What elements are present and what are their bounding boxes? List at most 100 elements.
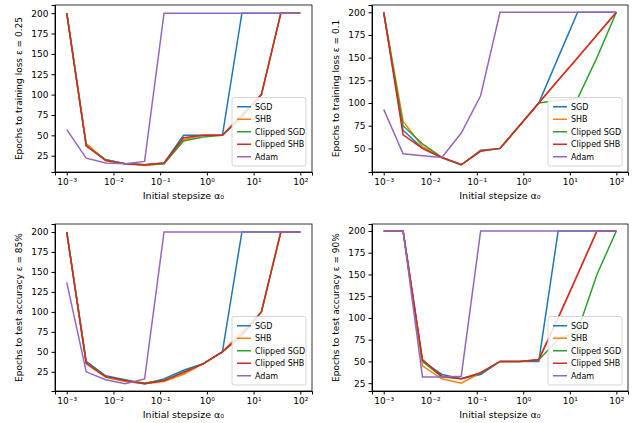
x-axis: 10⁻³10⁻²10⁻¹10⁰10¹10² [56, 391, 313, 406]
x-tick-label: 10⁻³ [57, 177, 77, 187]
x-tick: 10⁻³ [374, 391, 394, 406]
y-tick-label: 200 [348, 226, 365, 236]
legend-label: Clipped SGD [255, 347, 305, 356]
y-tick-mark [52, 312, 56, 313]
y-tick: 150 [348, 270, 372, 280]
y-tick: 50 [37, 131, 55, 141]
legend-swatch [237, 375, 251, 377]
y-tick: 150 [31, 267, 55, 277]
y-tick-label: 50 [354, 144, 366, 154]
x-tick: 10⁰ [200, 391, 215, 406]
x-tick-mark [113, 172, 114, 176]
legend-swatch [553, 363, 567, 365]
x-tick-mark [384, 391, 385, 395]
x-tick-label: 10² [609, 177, 624, 187]
x-tick-mark [160, 391, 161, 395]
y-tick: 25 [37, 367, 55, 377]
x-tick-mark [570, 391, 571, 395]
y-tick-mark [52, 352, 56, 353]
y-tick-label: 100 [348, 313, 365, 323]
legend-swatch [237, 131, 251, 133]
y-tick-mark [369, 318, 373, 319]
x-tick-mark [523, 172, 524, 176]
y-tick: 100 [31, 90, 55, 100]
y-tick-mark [369, 274, 373, 275]
y-tick-mark [52, 95, 56, 96]
x-tick: 10⁻³ [57, 172, 77, 187]
legend-label: Clipped SGD [571, 347, 621, 356]
x-tick-mark [113, 391, 114, 395]
y-tick-mark [52, 332, 56, 333]
legend-label: SHB [255, 334, 272, 343]
y-tick-label: 150 [31, 49, 48, 59]
y-tick: 200 [31, 227, 55, 237]
x-axis-title: Initial stepsize α₀ [143, 409, 225, 420]
y-tick-label: 175 [31, 247, 48, 257]
y-tick: 150 [348, 53, 372, 63]
x-tick-label: 10⁻³ [374, 396, 394, 406]
y-tick: 200 [348, 8, 372, 18]
legend-swatch [553, 156, 567, 158]
y-tick-label: 100 [31, 90, 48, 100]
x-tick-mark [300, 391, 301, 395]
legend-label: Clipped SHB [255, 359, 304, 368]
legend-label: SHB [571, 115, 588, 124]
y-tick-label: 100 [31, 307, 48, 317]
panel: 10⁻³10⁻²10⁻¹10⁰10¹10²2550751001251501752… [331, 224, 629, 420]
y-axis-line [52, 6, 56, 173]
x-tick: 10⁻³ [57, 391, 77, 406]
x-tick-mark [384, 172, 385, 176]
y-tick: 175 [31, 247, 55, 257]
x-tick-label: 10⁻² [421, 396, 441, 406]
x-tick-mark [477, 391, 478, 395]
y-tick: 75 [354, 121, 372, 131]
plot-frame [372, 224, 628, 391]
legend-label: SGD [255, 322, 272, 331]
x-tick-label: 10⁻² [421, 177, 441, 187]
x-axis: 10⁻³10⁻²10⁻¹10⁰10¹10² [56, 172, 313, 187]
y-tick-label: 75 [354, 335, 365, 345]
y-tick-label: 50 [354, 357, 366, 367]
legend-box [232, 98, 306, 167]
y-tick-mark [52, 115, 56, 116]
legend-label: Adam [571, 372, 594, 381]
x-tick-mark [523, 391, 524, 395]
y-tick-label: 125 [348, 292, 365, 302]
legend-swatch [237, 144, 251, 146]
x-tick-label: 10² [293, 177, 308, 187]
panel: 10⁻³10⁻²10⁻¹10⁰10¹10²2550751001251501752… [14, 224, 313, 420]
x-tick: 10⁻² [421, 172, 441, 187]
legend-swatch [237, 363, 251, 365]
legend: SGDSHBClipped SGDClipped SHBAdam [232, 317, 306, 386]
x-tick-label: 10⁰ [516, 396, 531, 406]
x-tick: 10⁰ [516, 172, 531, 187]
legend-swatch [553, 350, 567, 352]
y-tick-label: 125 [348, 76, 365, 86]
y-axis-line [369, 225, 373, 392]
y-tick-mark [369, 12, 373, 13]
y-tick-label: 150 [348, 270, 365, 280]
x-tick-label: 10⁰ [516, 177, 531, 187]
legend-label: Clipped SHB [571, 140, 620, 149]
y-tick-label: 50 [37, 131, 49, 141]
x-tick-label: 10⁰ [200, 177, 215, 187]
legend-label: Adam [571, 153, 594, 162]
y-axis-title: Epochs to training loss ε = 0.25 [14, 17, 24, 160]
x-tick: 10⁻¹ [467, 391, 487, 406]
legend-label: Clipped SHB [255, 140, 304, 149]
y-tick-label: 25 [37, 151, 48, 161]
y-tick: 125 [348, 76, 372, 86]
y-axis: 255075100125150175200 [31, 225, 55, 392]
legend: SGDSHBClipped SGDClipped SHBAdam [548, 317, 622, 386]
y-tick-mark [52, 54, 56, 55]
x-axis-line [373, 173, 629, 176]
x-tick-label: 10¹ [563, 177, 578, 187]
x-tick: 10¹ [563, 172, 578, 187]
legend-label: SGD [571, 103, 588, 112]
y-tick: 50 [37, 347, 55, 357]
y-tick: 125 [31, 287, 55, 297]
y-tick-mark [369, 148, 373, 149]
y-tick-label: 25 [37, 367, 48, 377]
x-tick: 10⁻² [421, 391, 441, 406]
y-axis-title: Epochs to training loss ε = 0.1 [331, 20, 341, 157]
